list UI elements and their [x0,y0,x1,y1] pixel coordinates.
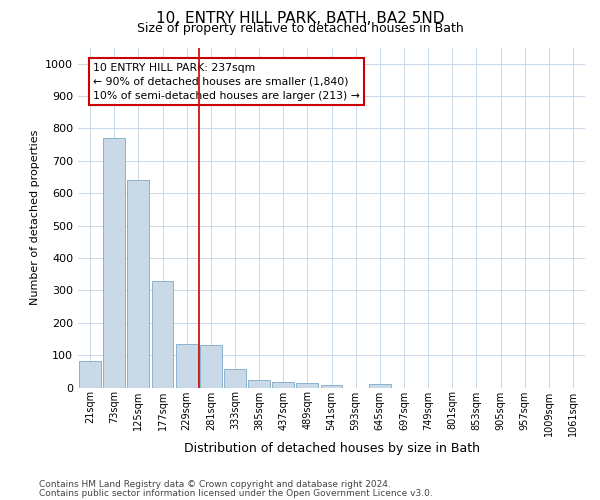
Bar [200,346,221,388]
X-axis label: Distribution of detached houses by size in Bath: Distribution of detached houses by size … [184,442,479,456]
Bar [272,382,294,388]
Bar [369,384,391,388]
Bar [103,138,125,388]
Text: 10, ENTRY HILL PARK, BATH, BA2 5ND: 10, ENTRY HILL PARK, BATH, BA2 5ND [156,11,444,26]
Bar [296,384,318,388]
Bar [176,344,197,388]
Y-axis label: Number of detached properties: Number of detached properties [29,130,40,305]
Bar [320,384,343,388]
Text: Size of property relative to detached houses in Bath: Size of property relative to detached ho… [137,22,463,35]
Text: Contains HM Land Registry data © Crown copyright and database right 2024.: Contains HM Land Registry data © Crown c… [39,480,391,489]
Bar [152,280,173,388]
Text: 10 ENTRY HILL PARK: 237sqm
← 90% of detached houses are smaller (1,840)
10% of s: 10 ENTRY HILL PARK: 237sqm ← 90% of deta… [93,63,360,101]
Text: Contains public sector information licensed under the Open Government Licence v3: Contains public sector information licen… [39,489,433,498]
Bar [224,369,246,388]
Bar [79,360,101,388]
Bar [127,180,149,388]
Bar [248,380,270,388]
